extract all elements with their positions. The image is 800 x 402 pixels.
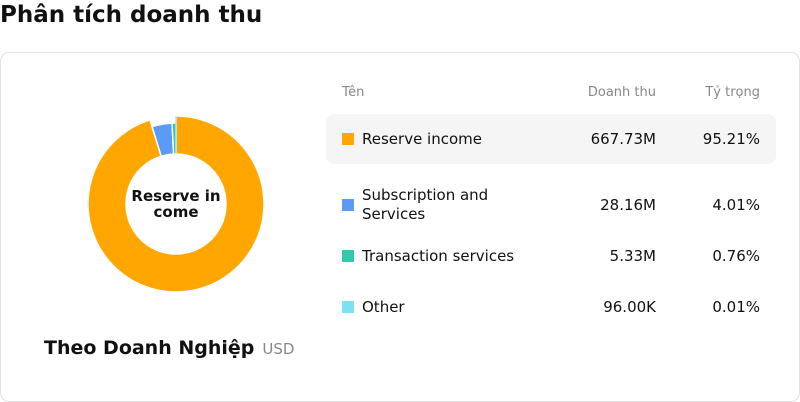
legend-swatch: [342, 199, 354, 211]
row-name-cell: Other: [326, 298, 562, 317]
row-revenue: 28.16M: [600, 196, 656, 214]
row-name-cell: Subscription and Services: [326, 186, 562, 224]
legend-swatch: [342, 250, 354, 262]
row-share: 0.76%: [712, 247, 760, 265]
chart-footer: Theo Doanh Nghiệp USD: [44, 337, 294, 359]
row-share: 0.01%: [712, 298, 760, 316]
donut-center-label: Reserve in come: [131, 187, 221, 221]
table-row[interactable]: Other 96.00K 0.01%: [326, 287, 776, 327]
table-body: Reserve income 667.73M 95.21% Subscription …: [326, 114, 776, 327]
row-name: Other: [362, 297, 405, 316]
donut-slice-reserve-income[interactable]: [87, 115, 265, 293]
table-header: Tên Doanh thu Tỷ trọng: [326, 85, 776, 107]
row-name: Subscription and Services: [362, 186, 489, 223]
legend-swatch: [342, 301, 354, 313]
donut-svg: [87, 115, 265, 293]
table-row[interactable]: Reserve income 667.73M 95.21%: [326, 114, 776, 164]
row-name-cell: Transaction services: [326, 247, 562, 266]
footer-title: Theo Doanh Nghiệp: [44, 337, 255, 359]
header-share: Tỷ trọng: [705, 85, 760, 100]
header-revenue: Doanh thu: [587, 85, 656, 100]
header-name: Tên: [342, 85, 365, 100]
donut-chart: Reserve in come: [87, 115, 265, 293]
row-share: 95.21%: [702, 130, 760, 148]
footer-unit: USD: [262, 340, 295, 358]
legend-swatch: [342, 133, 354, 145]
revenue-card: Reserve in come Theo Doanh Nghiệp USD Tê…: [0, 52, 800, 402]
row-name: Transaction services: [362, 246, 515, 265]
revenue-table: Tên Doanh thu Tỷ trọng Reserve income 667…: [326, 85, 776, 327]
row-name-cell: Reserve income: [326, 130, 562, 149]
row-share: 4.01%: [712, 196, 760, 214]
row-name: Reserve income: [362, 129, 482, 148]
row-revenue: 5.33M: [609, 247, 656, 265]
table-row[interactable]: Subscription and Services 28.16M 4.01%: [326, 185, 776, 225]
page-title: Phân tích doanh thu: [0, 2, 263, 28]
row-revenue: 667.73M: [590, 130, 656, 148]
table-row[interactable]: Transaction services 5.33M 0.76%: [326, 236, 776, 276]
row-revenue: 96.00K: [603, 298, 656, 316]
